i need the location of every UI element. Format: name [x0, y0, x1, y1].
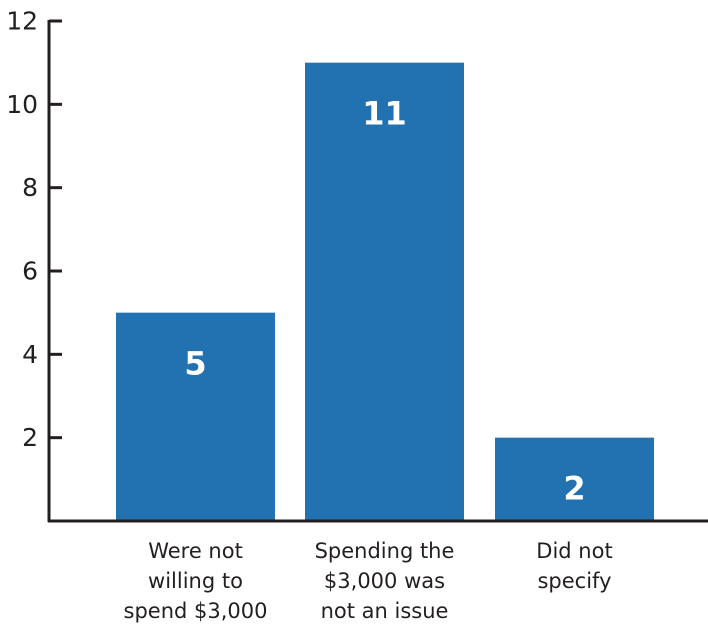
data-label-2: 11 — [362, 95, 407, 133]
category-label-3: Did not specify — [536, 539, 612, 593]
category-label-line: specify — [537, 569, 611, 593]
category-label-line: Did not — [536, 539, 612, 563]
data-label-3: 2 — [563, 470, 585, 508]
data-label-1: 5 — [184, 345, 206, 383]
category-label-1: Were not willing to spend $3,000 — [124, 539, 268, 623]
category-label-line: willing to — [148, 569, 243, 593]
y-tick-label-6: 6 — [22, 257, 38, 286]
y-ticks-layer: 2 4 6 8 10 12 — [6, 7, 62, 452]
y-tick-label-10: 10 — [6, 90, 38, 119]
bars-layer — [116, 62, 654, 522]
y-tick-label-2: 2 — [22, 423, 38, 452]
bar-1 — [116, 312, 275, 521]
category-label-line: not an issue — [321, 599, 449, 623]
data-labels-layer: 5 11 2 — [184, 95, 585, 508]
category-label-line: $3,000 was — [324, 569, 445, 593]
y-tick-label-12: 12 — [6, 7, 38, 36]
category-label-2: Spending the $3,000 was not an issue — [315, 539, 455, 623]
category-label-line: spend $3,000 — [124, 599, 268, 623]
y-tick-label-8: 8 — [22, 173, 38, 202]
category-label-line: Spending the — [315, 539, 455, 563]
category-labels-layer: Were not willing to spend $3,000 Spending t… — [124, 539, 613, 623]
y-tick-label-4: 4 — [22, 340, 38, 369]
bar-2 — [305, 62, 464, 522]
bar-3 — [495, 437, 654, 521]
category-label-line: Were not — [148, 539, 243, 563]
